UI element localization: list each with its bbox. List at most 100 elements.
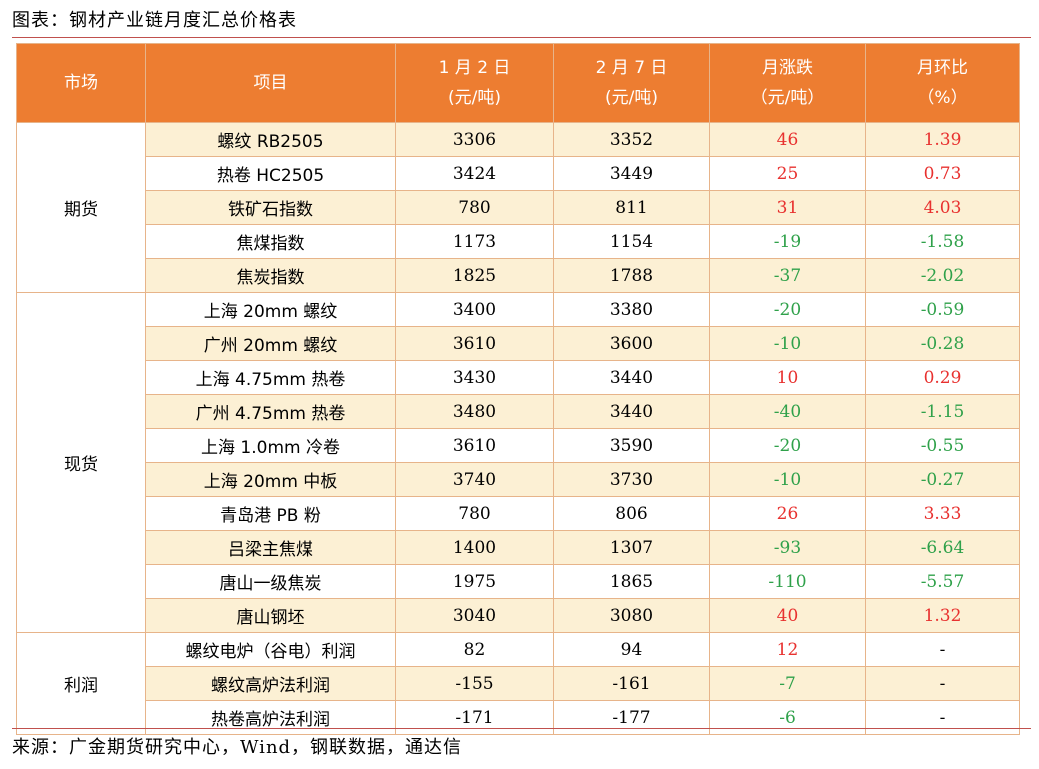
item-cell: 热卷 HC2505 bbox=[145, 156, 396, 191]
monthly-pct-cell: 3.33 bbox=[865, 496, 1020, 531]
monthly-pct-cell: - bbox=[865, 700, 1020, 735]
item-cell: 热卷高炉法利润 bbox=[145, 700, 396, 735]
price-jan2-cell: -155 bbox=[395, 666, 554, 701]
price-jan2-cell: -171 bbox=[395, 700, 554, 735]
top-divider bbox=[12, 37, 1031, 38]
price-jan2-cell: 1825 bbox=[395, 258, 554, 293]
table-row: 唐山一级焦炭 1975 1865 -110 -5.57 bbox=[17, 564, 1020, 599]
monthly-pct-cell: -1.58 bbox=[865, 224, 1020, 259]
header-date1-unit: (元/吨) bbox=[448, 88, 501, 108]
monthly-change-cell: 40 bbox=[709, 598, 866, 633]
table-row: 热卷 HC2505 3424 3449 25 0.73 bbox=[17, 156, 1020, 191]
price-jan2-cell: 780 bbox=[395, 190, 554, 225]
header-date1-label: 1 月 2 日 bbox=[438, 58, 511, 78]
table-row: 利润 螺纹电炉（谷电）利润 82 94 12- bbox=[16, 632, 1020, 735]
item-cell: 广州 4.75mm 热卷 bbox=[145, 394, 396, 429]
price-feb7-cell: -161 bbox=[553, 666, 710, 701]
monthly-change-cell: -6 bbox=[709, 700, 866, 735]
item-cell: 焦煤指数 bbox=[145, 224, 396, 259]
price-jan2-cell: 3610 bbox=[395, 428, 554, 463]
monthly-pct-cell: - bbox=[865, 632, 1020, 667]
header-change-unit: （元/吨） bbox=[750, 88, 825, 108]
item-cell: 铁矿石指数 bbox=[145, 190, 396, 225]
item-cell: 螺纹 RB2505 bbox=[145, 122, 396, 157]
item-cell: 广州 20mm 螺纹 bbox=[145, 326, 396, 361]
bottom-divider bbox=[12, 728, 1031, 729]
price-feb7-cell: 3590 bbox=[553, 428, 710, 463]
table-row: 上海 1.0mm 冷卷 3610 3590 -20 -0.55 bbox=[17, 428, 1020, 463]
price-feb7-cell: 1865 bbox=[553, 564, 710, 599]
item-cell: 焦炭指数 bbox=[145, 258, 396, 293]
monthly-pct-cell: 0.29 bbox=[865, 360, 1020, 395]
monthly-change-cell: -37 bbox=[709, 258, 866, 293]
item-cell: 上海 20mm 螺纹 bbox=[145, 292, 396, 327]
table-row: 期货 螺纹 RB2505 3306 3352 46 1.39 bbox=[16, 122, 1020, 293]
monthly-pct-cell: -0.28 bbox=[865, 326, 1020, 361]
price-jan2-cell: 1975 bbox=[395, 564, 554, 599]
table-row: 螺纹高炉法利润 -155 -161 -7- bbox=[17, 666, 1020, 701]
table-row: 热卷高炉法利润 -171 -177 -6- bbox=[17, 700, 1020, 735]
table-row: 焦炭指数 1825 1788 -37 -2.02 bbox=[17, 258, 1020, 293]
monthly-pct-cell: 1.32 bbox=[865, 598, 1020, 633]
monthly-change-cell: -40 bbox=[709, 394, 866, 429]
monthly-change-cell: 25 bbox=[709, 156, 866, 191]
price-jan2-cell: 3610 bbox=[395, 326, 554, 361]
price-feb7-cell: 3352 bbox=[553, 122, 710, 157]
item-cell: 上海 20mm 中板 bbox=[145, 462, 396, 497]
monthly-pct-cell: -5.57 bbox=[865, 564, 1020, 599]
price-feb7-cell: 3380 bbox=[553, 292, 710, 327]
price-jan2-cell: 3400 bbox=[395, 292, 554, 327]
monthly-change-cell: 46 bbox=[709, 122, 866, 157]
header-date2-label: 2 月 7 日 bbox=[595, 58, 668, 78]
table-row: 青岛港 PB 粉 780 806 26 3.33 bbox=[17, 496, 1020, 531]
source-note: 来源：广金期货研究中心，Wind，钢联数据，通达信 bbox=[12, 737, 463, 758]
price-jan2-cell: 3306 bbox=[395, 122, 554, 157]
price-feb7-cell: 1154 bbox=[553, 224, 710, 259]
item-cell: 唐山一级焦炭 bbox=[145, 564, 396, 599]
header-date1: 1 月 2 日 (元/吨) bbox=[395, 43, 554, 123]
monthly-change-cell: -93 bbox=[709, 530, 866, 565]
table-row: 上海 4.75mm 热卷 3430 3440 10 0.29 bbox=[17, 360, 1020, 395]
price-feb7-cell: 3449 bbox=[553, 156, 710, 191]
market-cell-profit: 利润 bbox=[16, 632, 146, 735]
price-feb7-cell: -177 bbox=[553, 700, 710, 735]
item-cell: 唐山钢坯 bbox=[145, 598, 396, 633]
price-jan2-cell: 3040 bbox=[395, 598, 554, 633]
monthly-change-cell: -7 bbox=[709, 666, 866, 701]
price-jan2-cell: 3480 bbox=[395, 394, 554, 429]
table-row: 铁矿石指数 780 811 31 4.03 bbox=[17, 190, 1020, 225]
price-feb7-cell: 94 bbox=[553, 632, 710, 667]
price-jan2-cell: 3424 bbox=[395, 156, 554, 191]
header-market: 市场 bbox=[16, 43, 146, 123]
table-body: 期货 螺纹 RB2505 3306 3352 46 1.39 热卷 HC2505 3424 34… bbox=[16, 122, 1020, 735]
price-jan2-cell: 1400 bbox=[395, 530, 554, 565]
price-jan2-cell: 3430 bbox=[395, 360, 554, 395]
item-cell: 青岛港 PB 粉 bbox=[145, 496, 396, 531]
header-row: 市场 项目 1 月 2 日 (元/吨) 2 月 7 日 (元/吨) 月涨跌 （元… bbox=[16, 43, 1020, 123]
monthly-pct-cell: -2.02 bbox=[865, 258, 1020, 293]
price-summary-table: 市场 项目 1 月 2 日 (元/吨) 2 月 7 日 (元/吨) 月涨跌 （元… bbox=[16, 43, 1020, 735]
market-cell-futures: 期货 bbox=[16, 122, 146, 293]
monthly-change-cell: -10 bbox=[709, 326, 866, 361]
table-row: 广州 4.75mm 热卷 3480 3440 -40 -1.15 bbox=[17, 394, 1020, 429]
market-cell-spot: 现货 bbox=[16, 292, 146, 633]
item-cell: 吕梁主焦煤 bbox=[145, 530, 396, 565]
table-row: 上海 20mm 中板 3740 3730 -10 -0.27 bbox=[17, 462, 1020, 497]
monthly-pct-cell: 4.03 bbox=[865, 190, 1020, 225]
monthly-pct-cell: - bbox=[865, 666, 1020, 701]
price-jan2-cell: 3740 bbox=[395, 462, 554, 497]
price-feb7-cell: 1307 bbox=[553, 530, 710, 565]
monthly-pct-cell: -0.27 bbox=[865, 462, 1020, 497]
monthly-change-cell: 31 bbox=[709, 190, 866, 225]
price-jan2-cell: 82 bbox=[395, 632, 554, 667]
price-jan2-cell: 1173 bbox=[395, 224, 554, 259]
table-row: 吕梁主焦煤 1400 1307 -93 -6.64 bbox=[17, 530, 1020, 565]
price-feb7-cell: 3080 bbox=[553, 598, 710, 633]
header-pct: 月环比 （%） bbox=[865, 43, 1020, 123]
price-feb7-cell: 806 bbox=[553, 496, 710, 531]
monthly-pct-cell: 1.39 bbox=[865, 122, 1020, 157]
price-feb7-cell: 3440 bbox=[553, 394, 710, 429]
monthly-change-cell: 10 bbox=[709, 360, 866, 395]
monthly-pct-cell: -0.55 bbox=[865, 428, 1020, 463]
header-pct-label: 月环比 bbox=[917, 58, 968, 78]
